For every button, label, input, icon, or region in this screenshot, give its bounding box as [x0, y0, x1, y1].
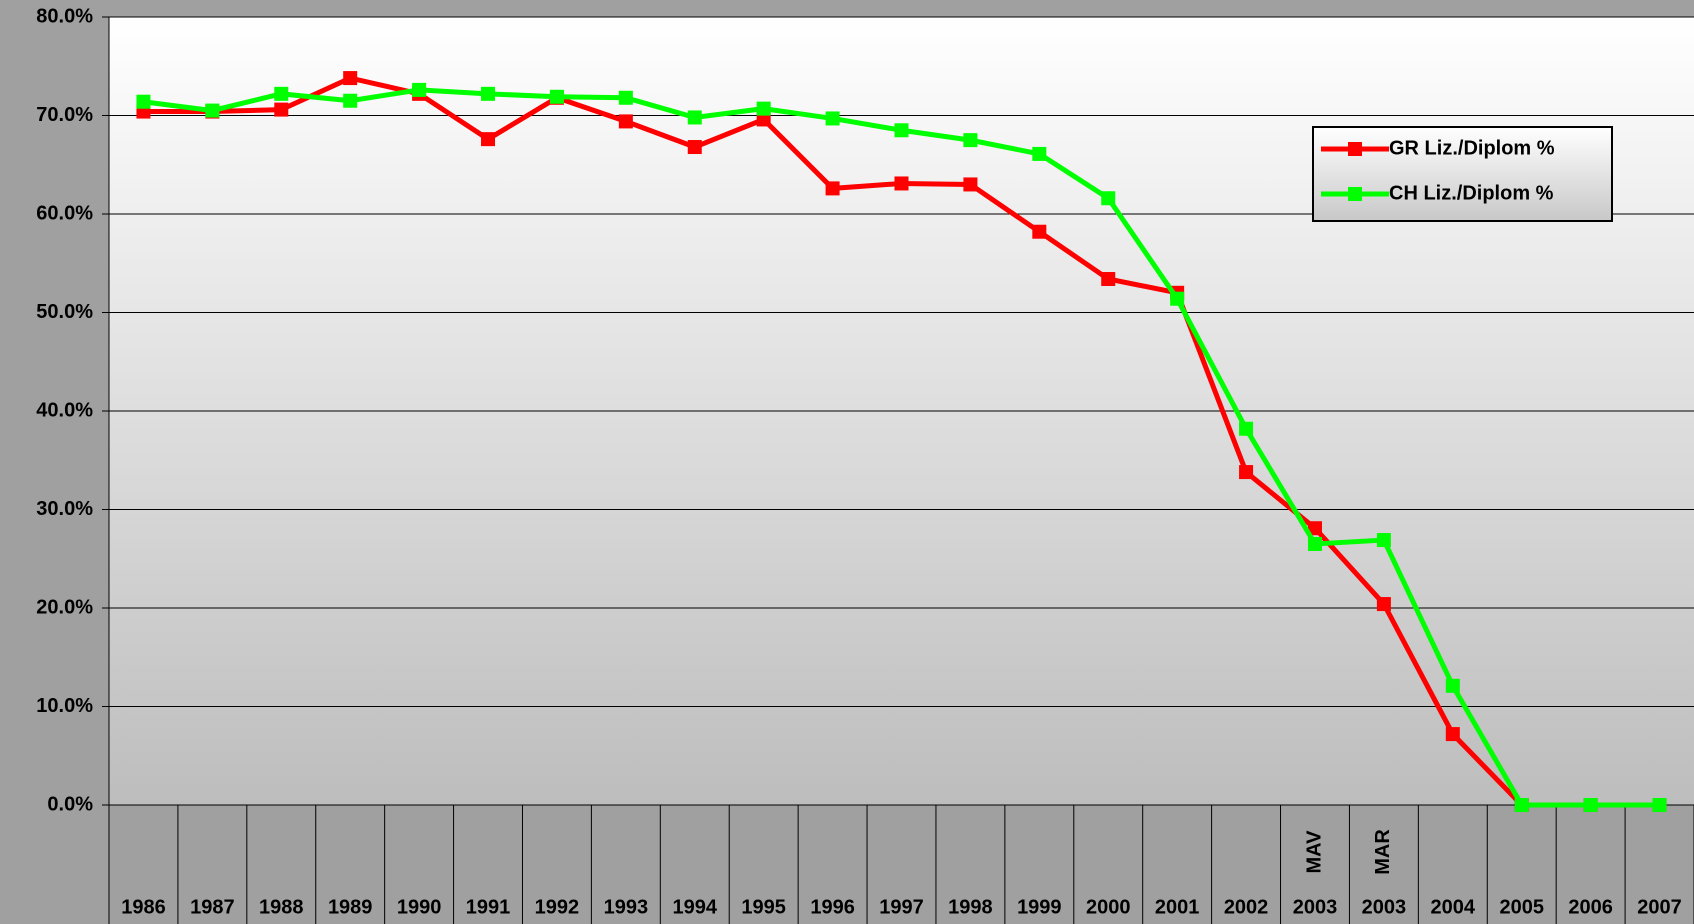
- x-tick-label: 2005: [1499, 896, 1544, 918]
- point: [963, 133, 978, 148]
- point: [481, 86, 496, 101]
- point: [1376, 597, 1391, 612]
- x-tick-label: 1988: [259, 896, 304, 918]
- point: [205, 103, 220, 118]
- legend-box: [1312, 126, 1613, 222]
- x-tick-label: 1997: [879, 896, 924, 918]
- point: [412, 82, 427, 97]
- x-tick-label: 1994: [673, 896, 718, 918]
- point: [274, 86, 289, 101]
- point: [1101, 191, 1116, 206]
- x-tick-label: 2007: [1637, 896, 1682, 918]
- point: [1032, 224, 1047, 239]
- point: [1583, 798, 1598, 812]
- y-tick-label: 80.0%: [36, 5, 93, 27]
- x-tick-label: 2001: [1155, 896, 1200, 918]
- x-tick-label: 1999: [1017, 896, 1062, 918]
- point: [274, 102, 289, 117]
- point: [963, 177, 978, 192]
- x-tick-label: 1987: [190, 896, 235, 918]
- x-tick-note: MAR: [1372, 829, 1394, 875]
- x-tick-label: 1986: [121, 896, 166, 918]
- legend-marker: [1348, 187, 1362, 201]
- y-tick-label: 70.0%: [36, 104, 93, 126]
- point: [687, 110, 702, 125]
- point: [1514, 798, 1529, 812]
- y-tick-label: 50.0%: [36, 301, 93, 323]
- point: [1652, 798, 1667, 812]
- x-tick-label: 2003: [1293, 896, 1338, 918]
- point: [825, 111, 840, 126]
- y-tick-label: 60.0%: [36, 202, 93, 224]
- point: [894, 176, 909, 191]
- x-tick-note: MAV: [1303, 830, 1325, 874]
- legend-label: GR Liz./Diplom %: [1389, 137, 1555, 159]
- y-tick-label: 40.0%: [36, 399, 93, 421]
- x-tick-label: 1995: [741, 896, 786, 918]
- point: [1239, 465, 1254, 480]
- point: [1170, 291, 1185, 306]
- point: [1445, 678, 1460, 693]
- x-tick-label: 1992: [535, 896, 580, 918]
- point: [756, 112, 771, 127]
- point: [1376, 533, 1391, 548]
- y-tick-label: 20.0%: [36, 596, 93, 618]
- x-tick-label: 2004: [1431, 896, 1476, 918]
- y-tick-label: 30.0%: [36, 498, 93, 520]
- point: [825, 181, 840, 196]
- point: [1032, 146, 1047, 161]
- x-tick-label: 1996: [810, 896, 855, 918]
- point: [1239, 421, 1254, 436]
- point: [136, 94, 151, 109]
- y-tick-label: 0.0%: [47, 793, 93, 815]
- point: [687, 140, 702, 155]
- point: [1307, 536, 1322, 551]
- point: [343, 93, 358, 108]
- point: [1445, 727, 1460, 742]
- legend-marker: [1348, 142, 1362, 156]
- point: [481, 132, 496, 147]
- legend-label: CH Liz./Diplom %: [1389, 182, 1554, 204]
- point: [343, 71, 358, 86]
- y-tick-label: 10.0%: [36, 695, 93, 717]
- x-tick-label: 1998: [948, 896, 993, 918]
- point: [1101, 272, 1116, 287]
- point: [618, 90, 633, 105]
- point: [894, 123, 909, 138]
- x-tick-label: 1991: [466, 896, 511, 918]
- point: [756, 101, 771, 116]
- x-tick-label: 2006: [1568, 896, 1613, 918]
- point: [1307, 521, 1322, 536]
- point: [549, 89, 564, 104]
- x-tick-label: 2003: [1362, 896, 1407, 918]
- x-tick-label: 1993: [604, 896, 649, 918]
- x-tick-label: 1989: [328, 896, 373, 918]
- x-tick-label: 2002: [1224, 896, 1269, 918]
- x-tick-label: 2000: [1086, 896, 1131, 918]
- x-tick-label: 1990: [397, 896, 442, 918]
- point: [618, 114, 633, 129]
